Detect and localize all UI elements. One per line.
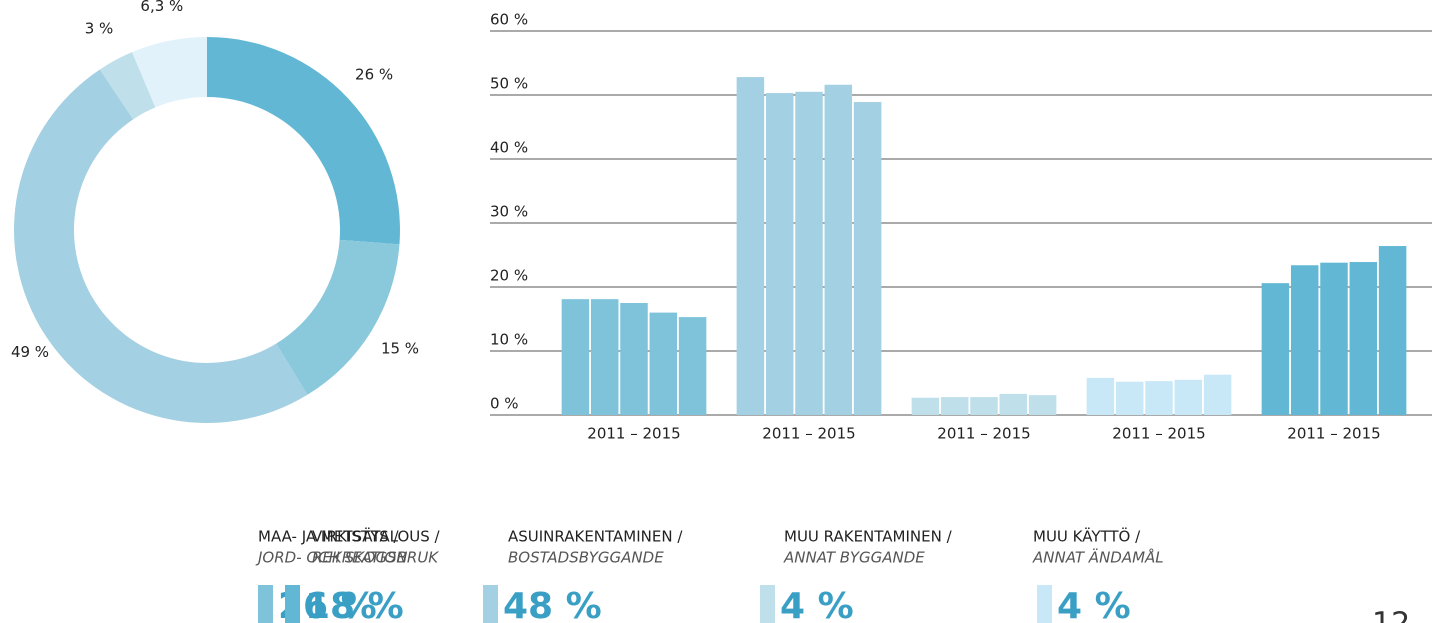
bar <box>970 397 998 415</box>
x-tick-label: 2011 – 2015 <box>762 425 855 443</box>
bar <box>590 299 619 415</box>
bar <box>649 312 678 415</box>
bar <box>561 299 590 415</box>
legend-subtitle: ANNAT BYGGANDE <box>783 549 925 567</box>
y-tick-label: 10 % <box>490 331 528 349</box>
donut-segment <box>276 239 400 395</box>
bar <box>999 393 1028 415</box>
bar <box>1349 262 1378 415</box>
page-number: 12 <box>1372 607 1410 623</box>
bar <box>1290 265 1319 415</box>
bar <box>824 84 853 415</box>
bar <box>1174 379 1203 415</box>
y-tick-label: 40 % <box>490 139 528 157</box>
legend-subtitle: JORD- OCH SKOGSBRUK <box>255 549 439 567</box>
legend-value: 4 % <box>780 586 854 623</box>
legend-swatch <box>483 585 498 623</box>
legend-subtitle: REKREATION <box>312 549 407 567</box>
donut-segment <box>99 52 156 120</box>
x-tick-label: 2011 – 2015 <box>1287 425 1380 443</box>
bar <box>1261 283 1290 415</box>
x-tick-label: 2011 – 2015 <box>587 425 680 443</box>
bar <box>1086 377 1115 415</box>
legend-swatch <box>285 585 300 623</box>
y-tick-label: 20 % <box>490 267 528 285</box>
bar <box>1378 246 1407 415</box>
data-label: 49 % <box>11 343 49 361</box>
bar <box>1145 381 1173 415</box>
legend-subtitle: BOSTADSBYGGANDE <box>508 549 664 567</box>
legend-title: MUU KÄYTTÖ / <box>1033 527 1141 546</box>
x-tick-label: 2011 – 2015 <box>937 425 1030 443</box>
legend-value: 4 % <box>1057 586 1131 623</box>
bar <box>765 93 794 415</box>
y-tick-label: 0 % <box>490 395 519 413</box>
data-label: 26 % <box>355 65 393 83</box>
legend-title: VIRKISTYS / <box>312 528 400 546</box>
bar <box>1203 374 1232 415</box>
data-label: 3 % <box>85 20 114 38</box>
legend-title: MUU RAKENTAMINEN / <box>784 528 953 546</box>
donut-segment <box>207 37 400 245</box>
bar <box>1115 381 1144 415</box>
bar <box>911 397 940 415</box>
donut-segment <box>132 37 207 108</box>
legend-swatch <box>760 585 775 623</box>
y-tick-label: 30 % <box>490 203 528 221</box>
data-label: 6,3 % <box>140 0 183 15</box>
bar <box>736 77 765 415</box>
donut-segment <box>13 69 308 424</box>
data-label: 15 % <box>381 339 419 357</box>
legend-title: MAA- JA METSÄTALOUS / <box>258 527 441 546</box>
y-tick-label: 60 % <box>490 11 528 29</box>
bar <box>1320 262 1348 415</box>
legend-value: 18 % <box>305 586 404 623</box>
legend-value: 48 % <box>503 586 602 623</box>
bar <box>795 91 823 416</box>
bar <box>853 102 882 415</box>
legend-swatch <box>1037 585 1052 623</box>
x-tick-label: 2011 – 2015 <box>1112 425 1205 443</box>
bar <box>940 397 969 415</box>
bar <box>678 317 707 415</box>
bar <box>620 303 648 415</box>
bar <box>1028 395 1057 415</box>
legend-subtitle: ANNAT ÄNDAMÅL <box>1032 548 1164 567</box>
legend-title: ASUINRAKENTAMINEN / <box>508 528 683 546</box>
y-tick-label: 50 % <box>490 75 528 93</box>
legend-swatch <box>258 585 273 623</box>
